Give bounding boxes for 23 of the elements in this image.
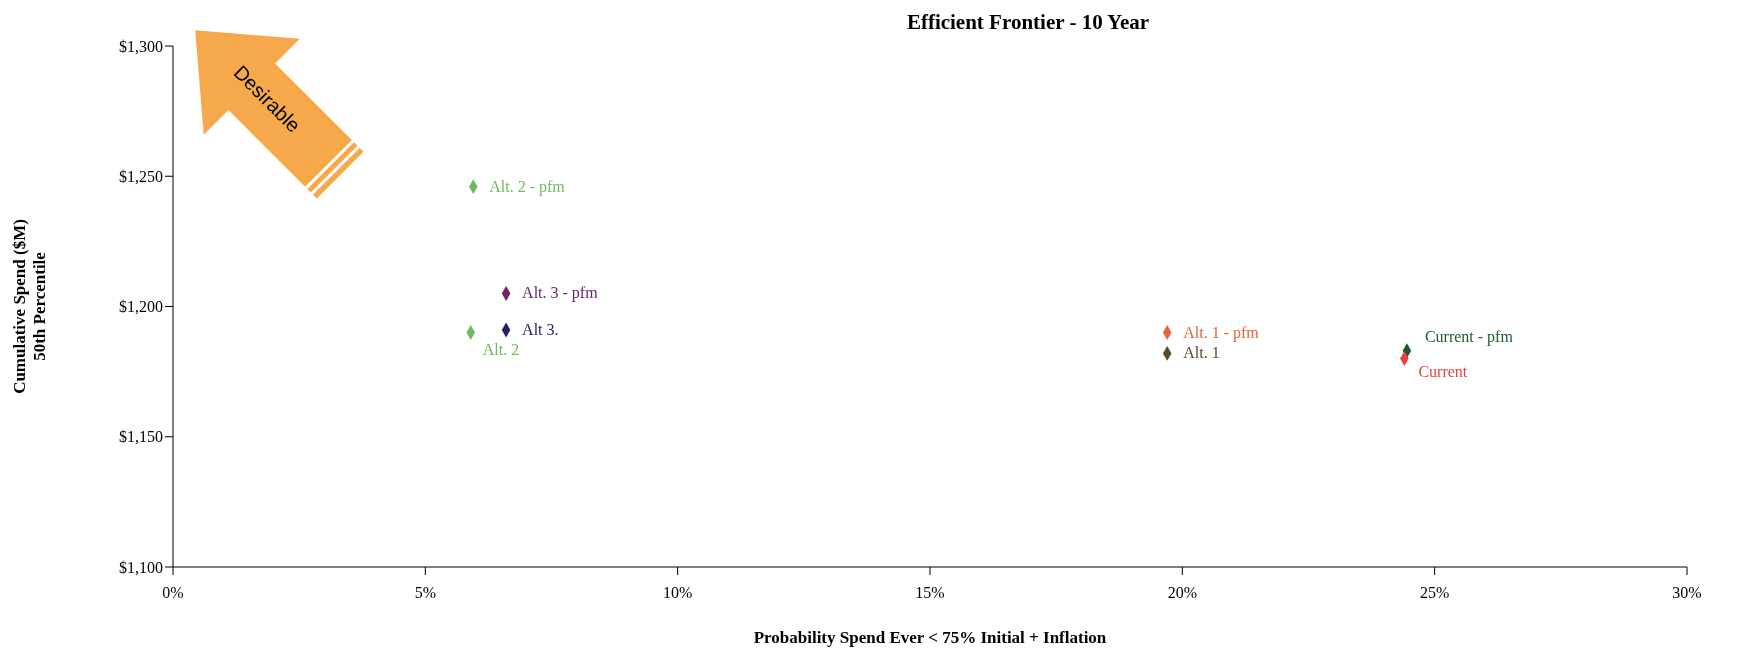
x-tick-label: 10% bbox=[663, 584, 693, 602]
series-label: Current - pfm bbox=[1424, 327, 1514, 346]
x-axis-title: Probability Spend Ever < 75% Initial + Inflation bbox=[753, 628, 1107, 647]
series-label: Alt. 1 bbox=[1183, 344, 1220, 362]
y-tick-label: $1,250 bbox=[119, 167, 163, 185]
series-label: Alt. 1 - pfm bbox=[1183, 323, 1260, 342]
series-label: Alt. 2 bbox=[482, 340, 520, 358]
series-label: Alt. 3 - pfm bbox=[522, 284, 599, 303]
y-axis-title: Cumulative Spend ($M) 50th Percentile bbox=[10, 219, 49, 394]
chart-title: Efficient Frontier - 10 Year bbox=[905, 10, 1151, 35]
y-tick-label: $1,300 bbox=[119, 37, 163, 55]
x-tick-label: 20% bbox=[1167, 584, 1197, 602]
x-tick-label: 0% bbox=[162, 584, 184, 602]
y-tick-label: $1,200 bbox=[119, 298, 163, 316]
series-label: Alt. 2 - pfm bbox=[489, 177, 566, 196]
series-label: Alt 3. bbox=[522, 320, 559, 338]
x-tick-label: 30% bbox=[1672, 584, 1702, 602]
x-tick-label: 25% bbox=[1420, 584, 1450, 602]
x-tick-label: 15% bbox=[915, 584, 945, 602]
series-label: Current bbox=[1418, 362, 1468, 380]
y-tick-label: $1,150 bbox=[119, 428, 163, 446]
x-tick-label: 5% bbox=[414, 584, 436, 602]
y-tick-label: $1,100 bbox=[119, 558, 163, 576]
